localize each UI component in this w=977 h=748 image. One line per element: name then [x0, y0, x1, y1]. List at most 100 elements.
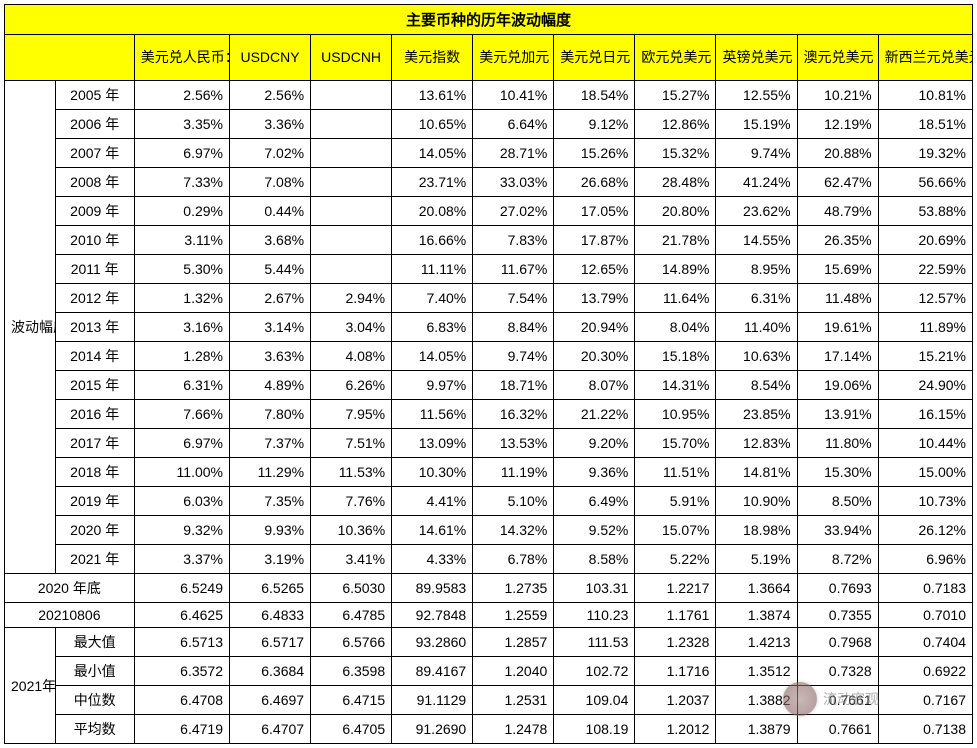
data-cell: 11.51%: [635, 458, 716, 487]
year-cell: 2007 年: [55, 139, 134, 168]
col-header: USDCNY: [229, 35, 310, 81]
data-cell: 15.70%: [635, 429, 716, 458]
data-cell: 13.91%: [797, 400, 878, 429]
year-cell: 2018 年: [55, 458, 134, 487]
data-cell: 11.19%: [473, 458, 554, 487]
data-cell: 7.37%: [229, 429, 310, 458]
data-cell: 110.23: [554, 603, 635, 628]
table-row: 2018 年 11.00%11.29%11.53%10.30%11.19%9.3…: [5, 458, 973, 487]
data-cell: 6.3598: [311, 657, 392, 686]
data-cell: 1.1716: [635, 657, 716, 686]
table-row: 2013 年 3.16%3.14%3.04%6.83%8.84%20.94%8.…: [5, 313, 973, 342]
data-cell: 0.6922: [878, 657, 972, 686]
data-cell: 15.21%: [878, 342, 972, 371]
data-cell: 14.31%: [635, 371, 716, 400]
table-row: 波动幅度 2005 年 2.56%2.56%13.61%10.41%18.54%…: [5, 81, 973, 110]
data-cell: 20.94%: [554, 313, 635, 342]
data-cell: 8.72%: [797, 545, 878, 574]
data-cell: 11.48%: [797, 284, 878, 313]
data-cell: 13.61%: [392, 81, 473, 110]
data-cell: 20.69%: [878, 226, 972, 255]
data-cell: 10.81%: [878, 81, 972, 110]
data-cell: 23.71%: [392, 168, 473, 197]
data-cell: 8.58%: [554, 545, 635, 574]
year-cell: 2008 年: [55, 168, 134, 197]
data-cell: 1.3879: [716, 715, 797, 744]
stat-label: 最大值: [55, 628, 134, 657]
data-cell: 28.48%: [635, 168, 716, 197]
data-cell: 1.2531: [473, 686, 554, 715]
data-cell: 15.26%: [554, 139, 635, 168]
data-cell: 10.90%: [716, 487, 797, 516]
data-cell: 26.68%: [554, 168, 635, 197]
data-cell: 27.02%: [473, 197, 554, 226]
data-cell: 17.14%: [797, 342, 878, 371]
data-cell: 9.74%: [716, 139, 797, 168]
table-title: 主要币种的历年波动幅度: [5, 5, 973, 35]
table-row: 2006 年 3.35%3.36%10.65%6.64%9.12%12.86%1…: [5, 110, 973, 139]
data-cell: 3.63%: [229, 342, 310, 371]
data-cell: 20.30%: [554, 342, 635, 371]
data-cell: 3.19%: [229, 545, 310, 574]
data-cell: 10.95%: [635, 400, 716, 429]
data-cell: 13.79%: [554, 284, 635, 313]
data-cell: 11.64%: [635, 284, 716, 313]
data-cell: 9.52%: [554, 516, 635, 545]
year-cell: 2005 年: [55, 81, 134, 110]
year-cell: 2020 年: [55, 516, 134, 545]
data-cell: 6.5766: [311, 628, 392, 657]
data-cell: 2.56%: [229, 81, 310, 110]
data-cell: 2.94%: [311, 284, 392, 313]
data-cell: 10.36%: [311, 516, 392, 545]
col-header: 美元指数: [392, 35, 473, 81]
data-cell: 111.53: [554, 628, 635, 657]
table-row: 2008 年 7.33%7.08%23.71%33.03%26.68%28.48…: [5, 168, 973, 197]
data-cell: 14.05%: [392, 139, 473, 168]
data-cell: 6.49%: [554, 487, 635, 516]
data-cell: 21.22%: [554, 400, 635, 429]
data-cell: 12.57%: [878, 284, 972, 313]
data-cell: 5.19%: [716, 545, 797, 574]
data-cell: 1.2040: [473, 657, 554, 686]
data-cell: 18.54%: [554, 81, 635, 110]
data-cell: 12.86%: [635, 110, 716, 139]
year-cell: 2013 年: [55, 313, 134, 342]
data-cell: 7.66%: [134, 400, 229, 429]
data-cell: 15.07%: [635, 516, 716, 545]
data-cell: 6.83%: [392, 313, 473, 342]
data-cell: 14.61%: [392, 516, 473, 545]
data-cell: 8.07%: [554, 371, 635, 400]
data-cell: 6.5713: [134, 628, 229, 657]
table-row: 2011 年 5.30%5.44%11.11%11.67%12.65%14.89…: [5, 255, 973, 284]
table-row: 2010 年 3.11%3.68%16.66%7.83%17.87%21.78%…: [5, 226, 973, 255]
table-row: 中位数 6.47086.46976.471591.11291.2531109.0…: [5, 686, 973, 715]
data-cell: 6.5265: [229, 574, 310, 603]
data-cell: 62.47%: [797, 168, 878, 197]
data-cell: 0.7661: [797, 686, 878, 715]
data-cell: 9.32%: [134, 516, 229, 545]
year-cell: 2015 年: [55, 371, 134, 400]
data-cell: 18.98%: [716, 516, 797, 545]
data-cell: 109.04: [554, 686, 635, 715]
data-cell: 20.88%: [797, 139, 878, 168]
data-cell: 12.65%: [554, 255, 635, 284]
data-cell: 15.32%: [635, 139, 716, 168]
data-cell: 24.90%: [878, 371, 972, 400]
data-cell: 1.32%: [134, 284, 229, 313]
table-row: 2015 年 6.31%4.89%6.26%9.97%18.71%8.07%14…: [5, 371, 973, 400]
col-header: 美元兑日元: [554, 35, 635, 81]
data-cell: 20.08%: [392, 197, 473, 226]
data-cell: 0.44%: [229, 197, 310, 226]
data-cell: 12.55%: [716, 81, 797, 110]
data-cell: 7.51%: [311, 429, 392, 458]
data-cell: 6.4708: [134, 686, 229, 715]
data-cell: 3.16%: [134, 313, 229, 342]
table-row: 2020 年底 6.52496.52656.503089.95831.27351…: [5, 574, 973, 603]
data-cell: 0.7693: [797, 574, 878, 603]
data-cell: 8.84%: [473, 313, 554, 342]
table-row: 2016 年 7.66%7.80%7.95%11.56%16.32%21.22%…: [5, 400, 973, 429]
data-cell: 7.02%: [229, 139, 310, 168]
data-cell: [311, 110, 392, 139]
data-cell: 9.74%: [473, 342, 554, 371]
data-cell: 6.4719: [134, 715, 229, 744]
